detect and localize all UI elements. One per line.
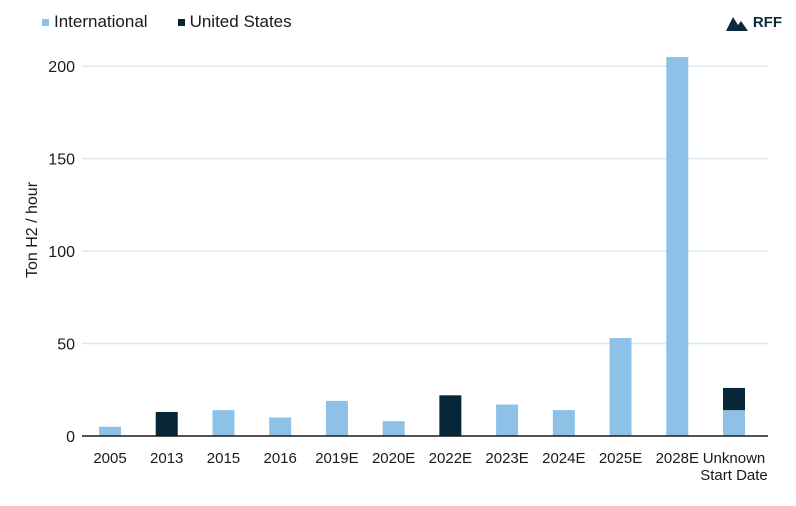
bar-international bbox=[723, 410, 745, 436]
bar-international bbox=[382, 421, 405, 436]
x-tick-label: Start Date bbox=[700, 467, 768, 484]
bar-international bbox=[212, 410, 235, 436]
bar-international bbox=[609, 338, 632, 436]
legend-swatch-united-states bbox=[177, 18, 185, 26]
x-tick-label: Unknown bbox=[703, 450, 766, 467]
y-tick-label: 0 bbox=[66, 429, 75, 446]
legend-label-united-states: United States bbox=[189, 12, 292, 31]
bar-united-states bbox=[155, 411, 178, 436]
x-tick-label: 2024E bbox=[542, 450, 585, 467]
rff-logo: RFF bbox=[725, 14, 782, 31]
y-tick-label: 50 bbox=[57, 337, 75, 354]
x-tick-label: 2005 bbox=[93, 450, 126, 467]
bar-united-states bbox=[723, 387, 745, 411]
x-tick-label: 2022E bbox=[429, 450, 472, 467]
bar-international bbox=[496, 404, 519, 436]
bar-international bbox=[666, 57, 689, 436]
legend-item-united-states: United States bbox=[177, 12, 292, 32]
chart-legend: International United States bbox=[42, 12, 322, 32]
bar-international bbox=[552, 410, 575, 436]
x-tick-label: 2028E bbox=[656, 450, 699, 467]
y-tick-label: 200 bbox=[48, 59, 75, 76]
x-tick-label: 2015 bbox=[207, 450, 240, 467]
y-tick-label: 100 bbox=[48, 244, 75, 261]
legend-item-international: International bbox=[42, 12, 148, 32]
mountain-logo-icon bbox=[725, 16, 748, 31]
logo-text: RFF bbox=[752, 14, 782, 31]
legend-swatch-international bbox=[42, 18, 49, 26]
y-tick-label: 150 bbox=[48, 152, 75, 169]
x-tick-label: 2019E bbox=[315, 450, 358, 467]
bar-international bbox=[269, 417, 292, 436]
x-tick-label: 2013 bbox=[150, 450, 183, 467]
x-tick-label: 2020E bbox=[372, 450, 415, 467]
x-tick-label: 2023E bbox=[485, 450, 528, 467]
x-tick-label: 2016 bbox=[263, 450, 296, 467]
bar-united-states bbox=[439, 395, 462, 436]
legend-label-international: International bbox=[54, 12, 148, 31]
bar-international bbox=[325, 400, 348, 436]
x-tick-label: 2025E bbox=[599, 450, 642, 467]
bar-international bbox=[99, 426, 121, 436]
